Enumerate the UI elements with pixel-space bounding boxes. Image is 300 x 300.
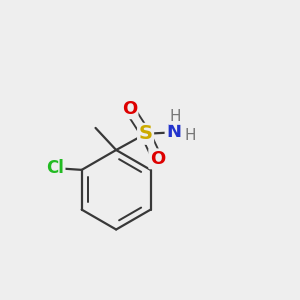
Text: O: O (122, 100, 137, 118)
Text: N: N (166, 123, 181, 141)
Text: Cl: Cl (46, 159, 64, 177)
Text: S: S (139, 124, 153, 143)
Text: H: H (169, 109, 181, 124)
Text: H: H (184, 128, 196, 143)
Text: O: O (150, 150, 165, 168)
